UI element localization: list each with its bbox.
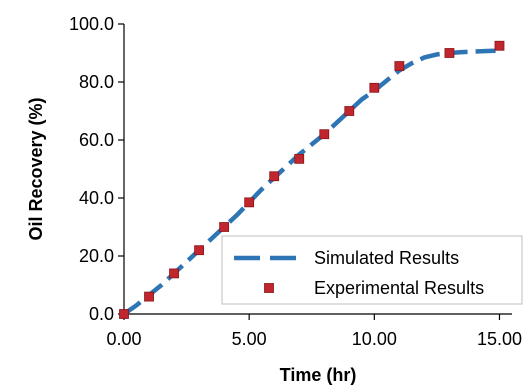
experimental-point [219, 222, 230, 232]
y-tick-label: 80.0 [79, 72, 114, 92]
y-tick-label: 20.0 [79, 246, 114, 266]
legend-simulated-label: Simulated Results [314, 248, 459, 268]
legend: Simulated Results Experimental Results [221, 235, 523, 305]
experimental-point [269, 171, 280, 182]
ticks: 0.0 20.0 40.0 60.0 80.0 100.0 0.00 5.00 10.00 15.… [69, 14, 522, 349]
experimental-point [394, 61, 405, 71]
experimental-point [444, 48, 455, 58]
y-axis-title: Oil Recovery (%) [26, 97, 46, 240]
experimental-point [194, 245, 204, 256]
x-tick-label: 10.00 [352, 329, 397, 349]
experimental-point [319, 129, 330, 140]
experimental-point [119, 309, 129, 319]
experimental-point [494, 40, 505, 51]
x-tick-label: 15.00 [477, 329, 522, 349]
experimental-point [369, 82, 380, 93]
x-axis-title: Time (hr) [280, 365, 357, 385]
x-tick-label: 0.00 [106, 329, 141, 349]
experimental-point [344, 106, 355, 116]
experimental-point [144, 291, 154, 302]
y-tick-label: 40.0 [79, 188, 114, 208]
y-tick-label: 100.0 [69, 14, 114, 34]
experimental-point [169, 268, 179, 279]
experimental-point [244, 197, 255, 208]
axes [123, 24, 512, 315]
y-tick-label: 0.0 [89, 304, 114, 324]
series-layer [119, 40, 505, 319]
y-tick-label: 60.0 [79, 130, 114, 150]
legend-experimental-label: Experimental Results [314, 278, 484, 298]
simulated-results-line [122, 48, 500, 316]
legend-experimental-swatch [264, 283, 274, 293]
x-tick-label: 5.00 [232, 329, 267, 349]
experimental-point [294, 153, 305, 164]
